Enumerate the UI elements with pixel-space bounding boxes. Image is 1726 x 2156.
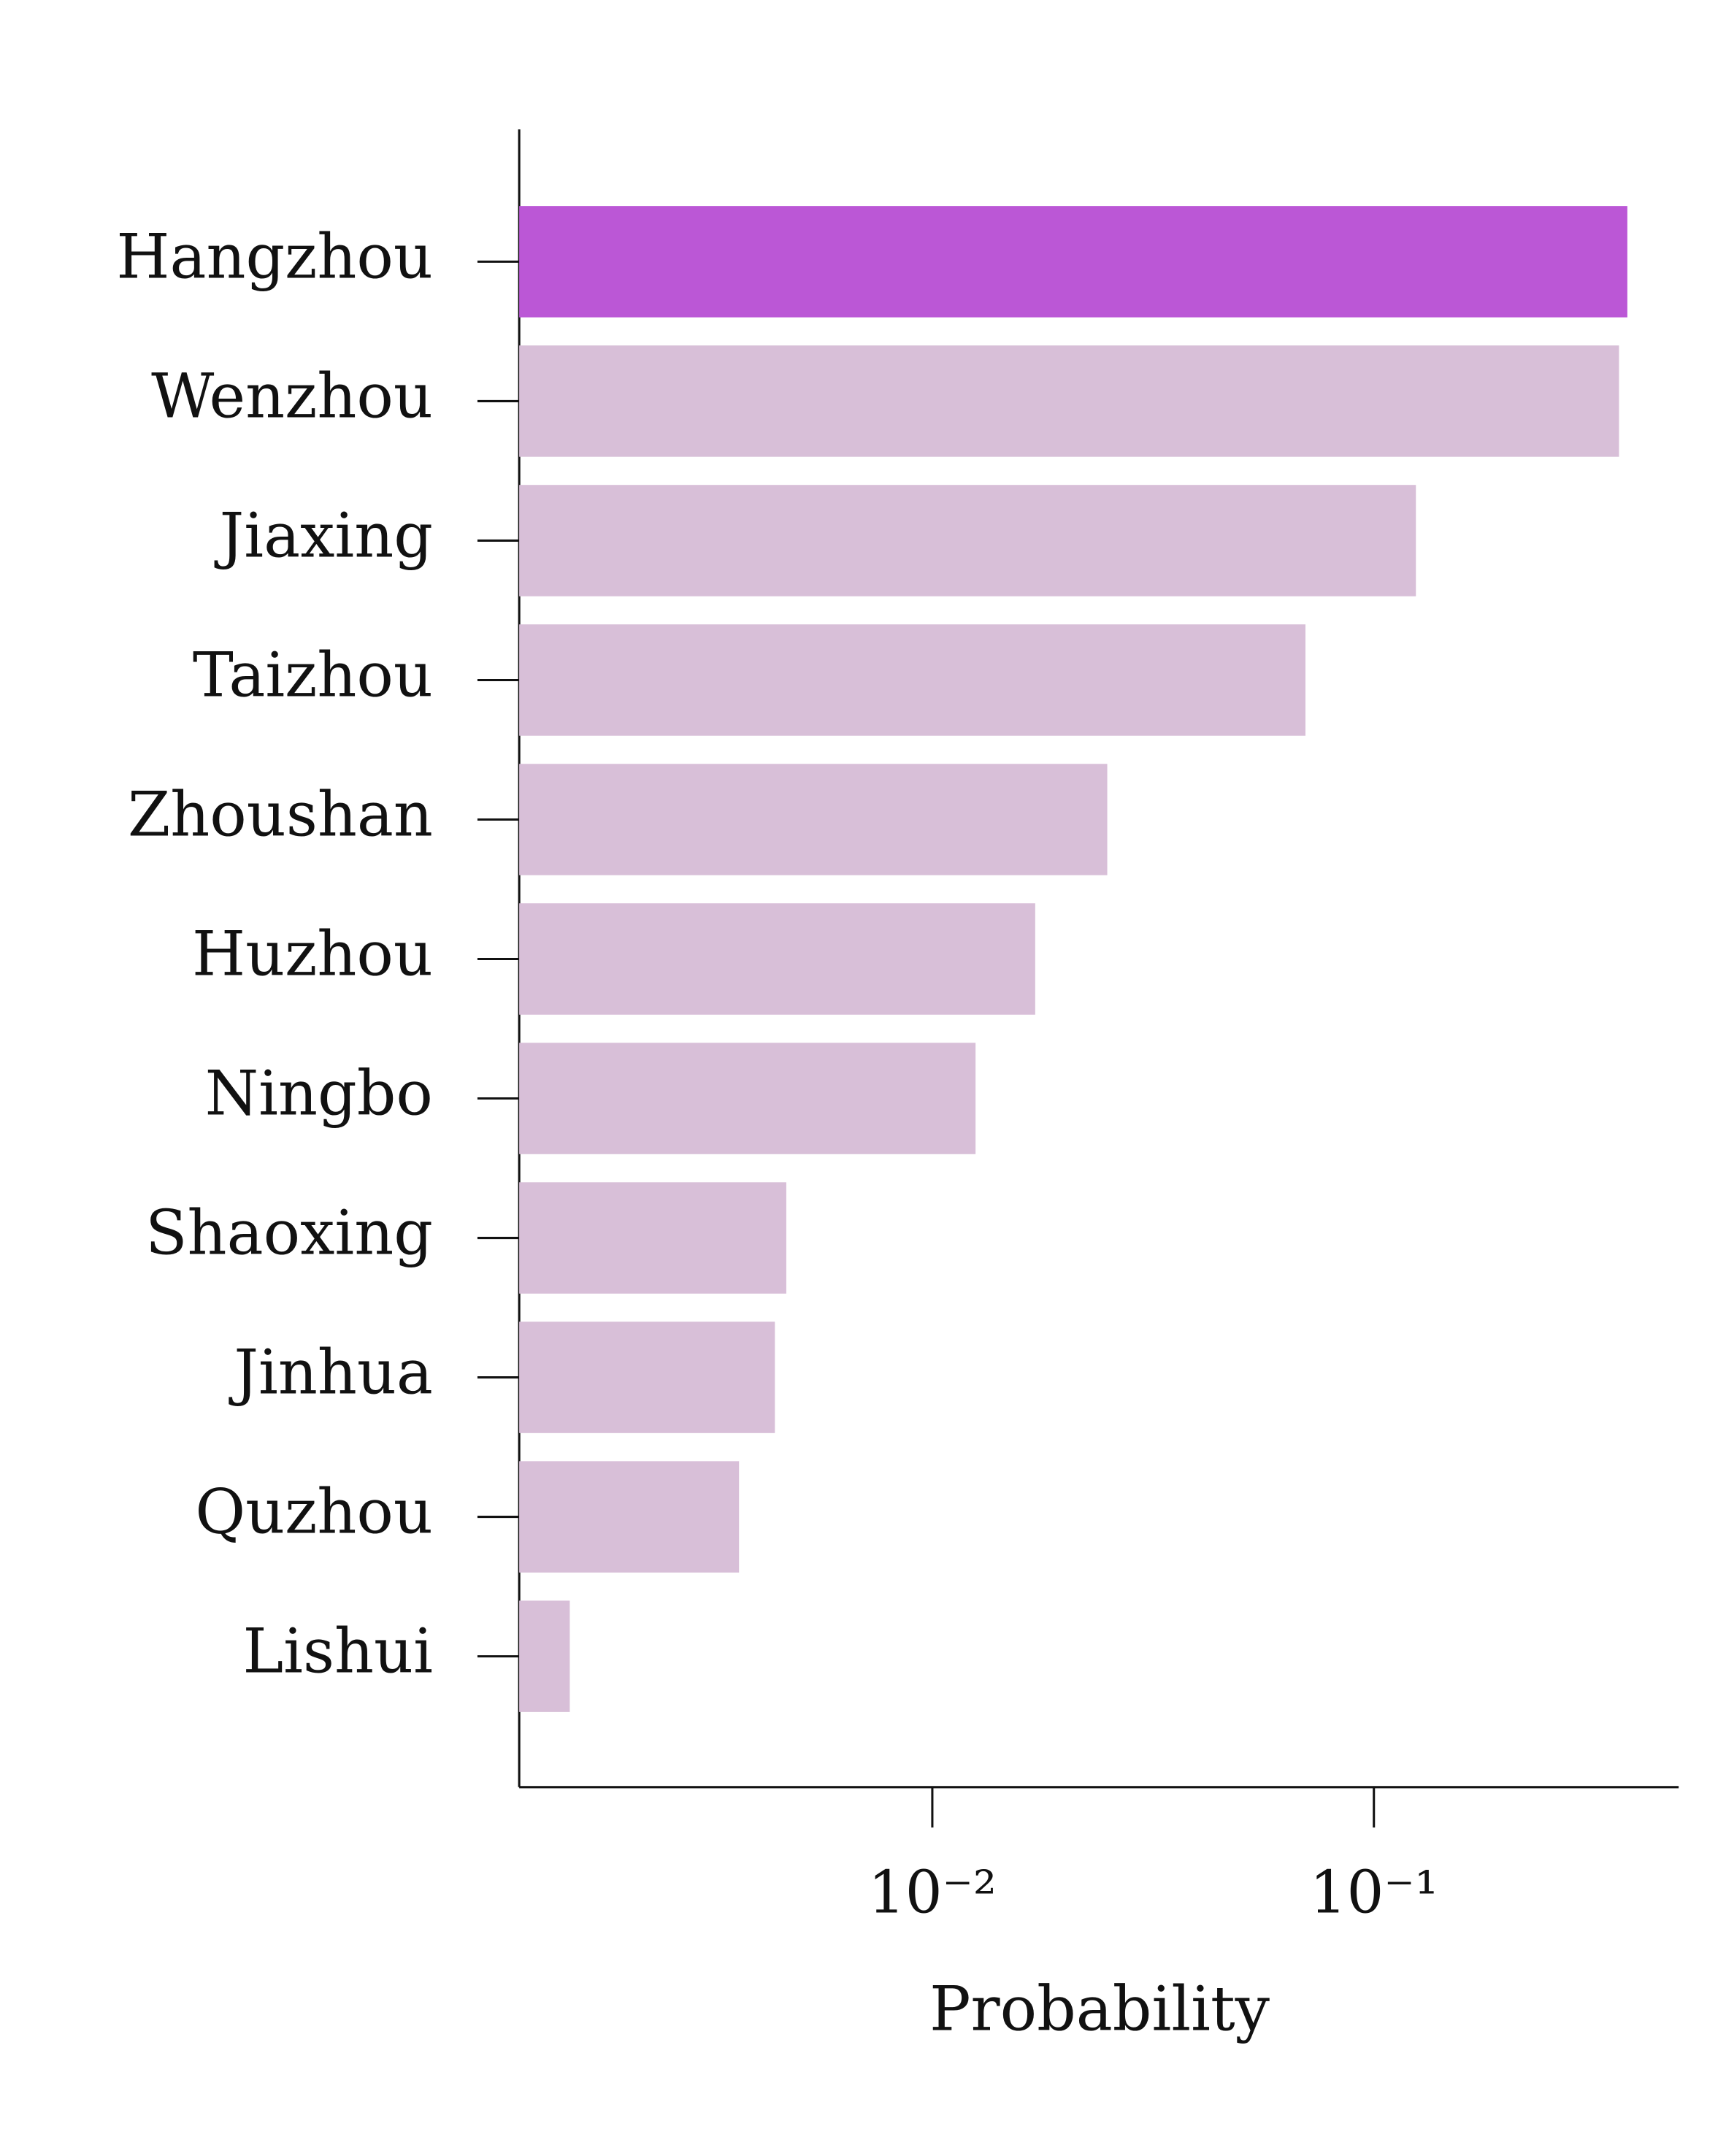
y-tick-label: Shaoxing: [145, 1197, 433, 1269]
y-tick-label: Wenzhou: [151, 360, 433, 431]
y-tick-label: Hangzhou: [116, 220, 433, 292]
bar: [519, 624, 1306, 736]
x-axis-label: Probability: [929, 1973, 1270, 2045]
bar: [519, 903, 1035, 1015]
y-tick-label: Zhoushan: [128, 778, 433, 850]
x-tick-label: 10⁻¹: [1310, 1858, 1438, 1926]
bar: [519, 1461, 740, 1573]
bar: [519, 1043, 976, 1154]
y-tick-label: Quzhou: [195, 1476, 433, 1548]
bar: [519, 206, 1627, 318]
bar: [519, 1321, 775, 1433]
bar: [519, 764, 1108, 875]
y-tick-label: Taizhou: [193, 639, 433, 710]
y-tick-label: Huzhou: [192, 918, 433, 990]
bar: [519, 485, 1416, 596]
x-tick-label: 10⁻²: [868, 1858, 997, 1926]
y-tick-label: Jinhua: [228, 1337, 433, 1408]
y-tick-label: Lishui: [242, 1616, 432, 1687]
y-tick-label: Jiaxing: [214, 499, 433, 571]
bar: [519, 1600, 570, 1712]
bar: [519, 1182, 786, 1294]
bar: [519, 345, 1619, 457]
y-tick-label: Ningbo: [205, 1058, 433, 1129]
